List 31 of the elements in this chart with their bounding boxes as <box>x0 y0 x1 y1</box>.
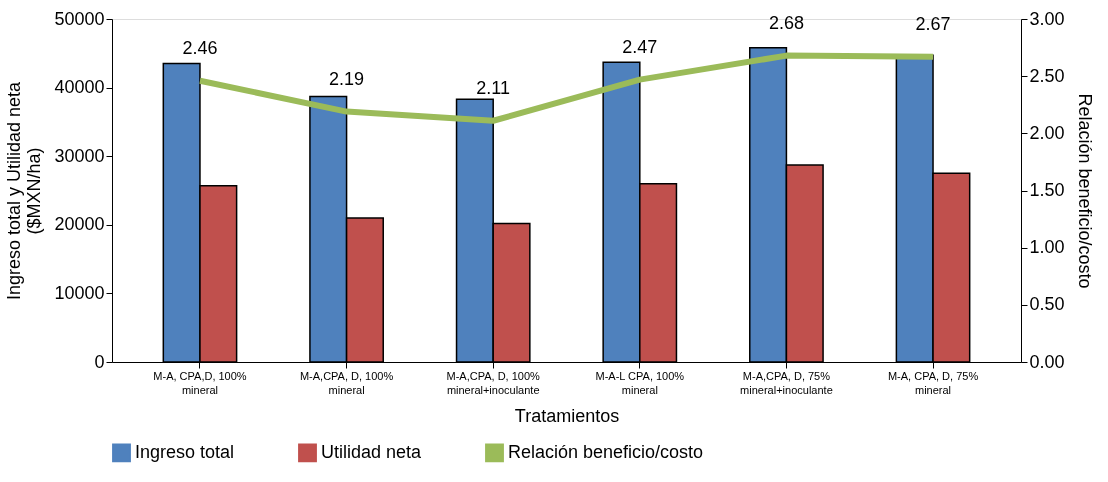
x-axis-title: Tratamientos <box>514 405 620 426</box>
y-tick-label: 20000 <box>54 214 105 235</box>
y2-axis-title: Relación beneficio/costo <box>1074 93 1095 289</box>
y-tick-label: 0 <box>94 351 105 372</box>
y2-tick-label: 0.00 <box>1029 351 1065 372</box>
y-tick-label: 10000 <box>54 282 105 303</box>
y2-tick-label: 2.00 <box>1029 122 1065 143</box>
y2-tick-label: 0.50 <box>1029 294 1065 315</box>
x-tick-label: M-A,CPA, D, 100% mineral <box>299 369 394 396</box>
data-label: 2.68 <box>768 12 804 33</box>
y2-tick-label: 2.50 <box>1029 65 1065 86</box>
x-tick-label: M-A-L CPA, 100% mineral <box>595 369 685 396</box>
legend-label: Utilidad neta <box>321 441 423 462</box>
x-tick-label: M-A, CPA, D, 75% mineral <box>887 369 979 396</box>
data-label: 2.19 <box>329 68 365 89</box>
legend-label: Ingreso total <box>135 441 235 462</box>
y-tick-label: 50000 <box>54 8 105 29</box>
x-tick-label: M-A,CPA, D, 100% mineral+inoculante <box>446 369 541 396</box>
y-tick-label: 30000 <box>54 145 105 166</box>
y2-tick-label: 1.50 <box>1029 180 1065 200</box>
y2-tick-label: 1.00 <box>1029 237 1065 258</box>
legend-label: Relación beneficio/costo <box>508 441 704 462</box>
y2-tick-label: 3.00 <box>1029 8 1065 29</box>
y-tick-label: 40000 <box>54 77 105 98</box>
data-label: 2.67 <box>915 13 951 34</box>
y-axis-title: Ingreso total y Utilidad neta ($MXN/ha) <box>4 80 45 301</box>
data-label: 2.47 <box>622 36 658 57</box>
data-label: 2.46 <box>182 37 218 58</box>
x-tick-label: M-A,CPA, D, 75% mineral+inoculante <box>740 369 833 396</box>
x-tick-label: M-A, CPA,D, 100% mineral <box>153 369 247 396</box>
data-label: 2.11 <box>476 77 511 98</box>
